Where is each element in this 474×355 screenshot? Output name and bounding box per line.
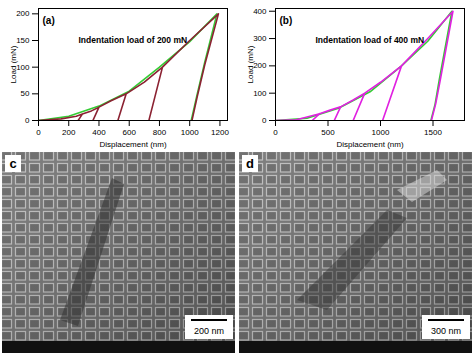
svg-text:0: 0 <box>36 128 41 137</box>
svg-text:Indentation load of 200 mN: Indentation load of 200 mN <box>79 35 188 45</box>
svg-text:c: c <box>9 156 16 171</box>
svg-text:400: 400 <box>253 7 267 16</box>
svg-text:Indentation load of 400 mN: Indentation load of 400 mN <box>316 35 425 45</box>
svg-text:500: 500 <box>321 128 335 137</box>
svg-text:Load (mN): Load (mN) <box>9 45 18 83</box>
svg-text:(b): (b) <box>280 15 293 26</box>
svg-text:100: 100 <box>16 63 30 72</box>
svg-text:50: 50 <box>21 89 30 98</box>
svg-text:800: 800 <box>153 128 167 137</box>
svg-text:Displacement (nm): Displacement (nm) <box>336 140 403 149</box>
svg-text:100: 100 <box>253 89 267 98</box>
svg-text:1200: 1200 <box>211 128 229 137</box>
svg-text:0: 0 <box>273 128 278 137</box>
svg-text:600: 600 <box>123 128 137 137</box>
svg-text:150: 150 <box>16 36 30 45</box>
svg-text:d: d <box>246 156 254 171</box>
svg-text:Displacement (nm): Displacement (nm) <box>99 140 166 149</box>
svg-text:200: 200 <box>16 9 30 18</box>
svg-text:300: 300 <box>253 34 267 43</box>
svg-text:400: 400 <box>92 128 106 137</box>
svg-text:0: 0 <box>262 116 267 125</box>
svg-text:200: 200 <box>62 128 76 137</box>
svg-text:Load (mN): Load (mN) <box>246 45 255 83</box>
svg-text:1000: 1000 <box>181 128 199 137</box>
svg-text:1000: 1000 <box>372 128 390 137</box>
svg-text:200 nm: 200 nm <box>194 326 224 336</box>
svg-text:0: 0 <box>25 116 30 125</box>
svg-text:300 nm: 300 nm <box>431 326 461 336</box>
svg-text:200: 200 <box>253 61 267 70</box>
svg-text:1500: 1500 <box>424 128 442 137</box>
svg-text:(a): (a) <box>43 15 55 26</box>
